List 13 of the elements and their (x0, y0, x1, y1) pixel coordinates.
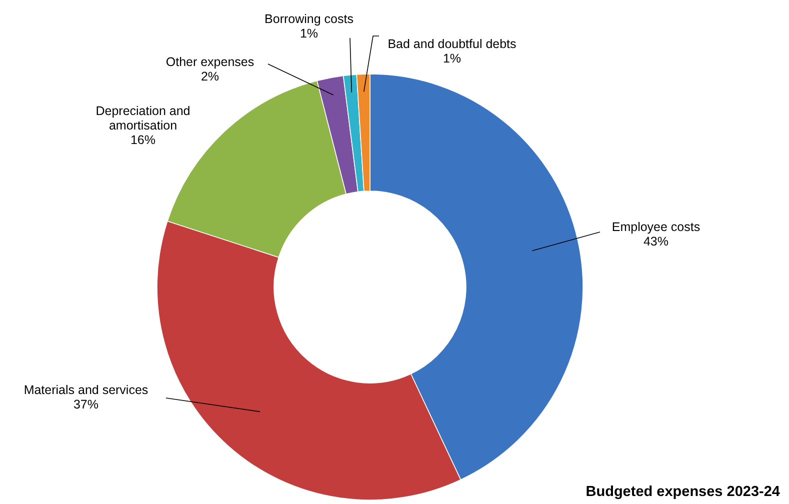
slice-label: Borrowing costs (264, 12, 354, 26)
data-label: 37% (73, 398, 99, 412)
data-label: 43% (643, 234, 669, 248)
slice-label: Other expenses (166, 55, 254, 69)
data-label: 16% (130, 133, 156, 147)
slice-label: Employee costs (612, 220, 700, 234)
slice-label: Materials and services (24, 383, 148, 397)
text: Budgeted expenses 2023-24 (586, 484, 780, 500)
slice-label: Bad and doubtful debts (388, 37, 516, 51)
data-label: 2% (200, 70, 220, 84)
data-label: 1% (442, 52, 462, 66)
data-label: 1% (300, 26, 318, 40)
slice-label: Depreciation and amortisation (96, 104, 190, 132)
